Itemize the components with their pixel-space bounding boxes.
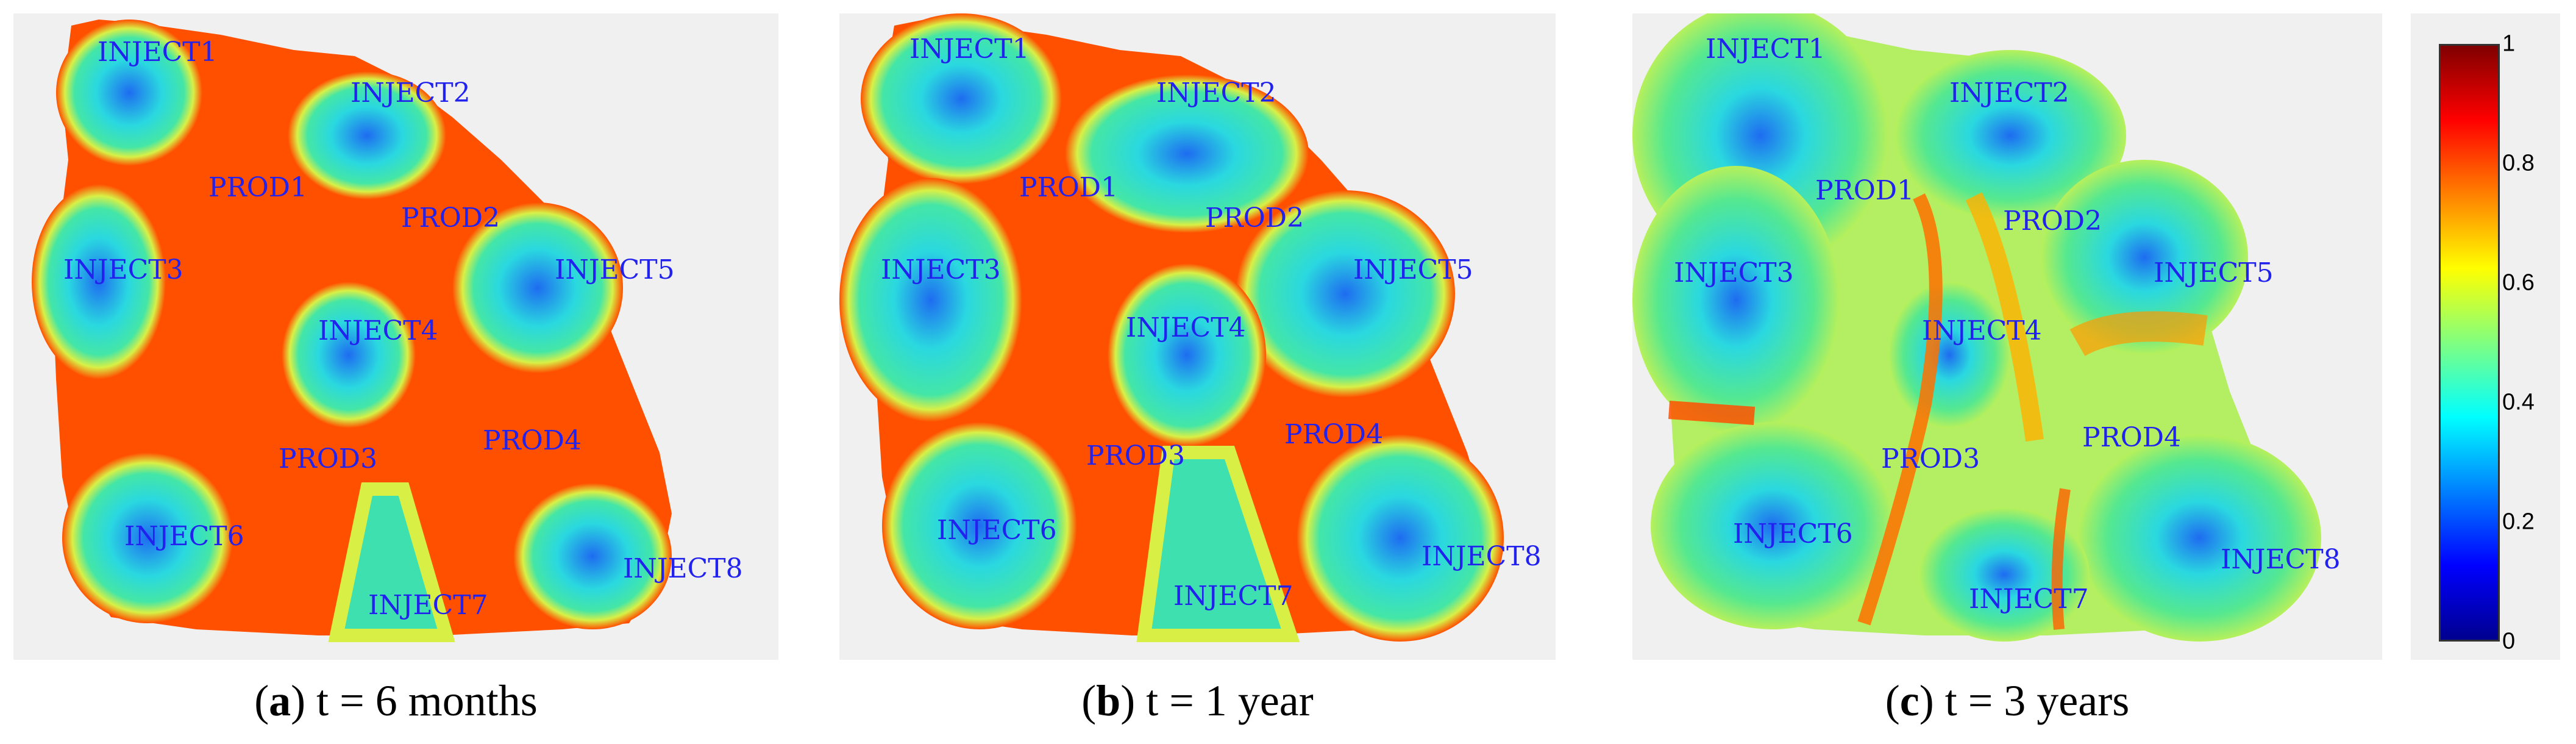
well-label: INJECT4 xyxy=(318,315,438,346)
colorbar-tick: 0.2 xyxy=(2502,509,2535,535)
well-label: PROD2 xyxy=(2003,206,2102,237)
well-label: INJECT4 xyxy=(1922,315,2042,346)
caption-c: (c) t = 3 years xyxy=(1632,676,2382,726)
caption-paren: ( xyxy=(1081,676,1097,725)
caption-b: (b) t = 1 year xyxy=(839,676,1556,726)
caption-a: (a) t = 6 months xyxy=(13,676,778,726)
well-label: INJECT3 xyxy=(63,254,183,285)
colorbar-tick: 1 xyxy=(2502,30,2516,57)
colorbar-tick: 0.4 xyxy=(2502,389,2535,415)
caption-letter: c xyxy=(1899,676,1920,725)
well-label: INJECT5 xyxy=(2154,257,2274,288)
well-label: PROD3 xyxy=(279,443,377,474)
well-label: INJECT1 xyxy=(98,37,218,68)
colorbar-tick: 0.6 xyxy=(2502,270,2535,296)
well-label: INJECT7 xyxy=(1969,584,2089,615)
caption-paren: ( xyxy=(254,676,269,725)
well-label: PROD2 xyxy=(1205,202,1304,234)
caption-letter: a xyxy=(269,676,291,725)
well-label: PROD1 xyxy=(1815,175,1914,206)
caption-paren: ( xyxy=(1885,676,1900,725)
well-label: PROD4 xyxy=(2082,422,2181,453)
well-label: INJECT8 xyxy=(2221,544,2341,575)
panel-a: INJECT1 INJECT2 PROD1 PROD2 INJECT3 INJE… xyxy=(13,13,778,660)
well-label: PROD3 xyxy=(1086,440,1185,471)
caption-text: ) t = 3 years xyxy=(1919,676,2130,725)
saturation-map-b: INJECT1 INJECT2 PROD1 PROD2 INJECT3 INJE… xyxy=(839,13,1542,642)
colorbar-tick: 0.8 xyxy=(2502,150,2535,176)
well-label: PROD4 xyxy=(1284,419,1383,450)
colorbar: 1 0.8 0.6 0.4 0.2 0 xyxy=(2411,13,2560,660)
well-label: INJECT7 xyxy=(368,590,488,621)
well-label: INJECT3 xyxy=(1674,257,1794,288)
well-label: INJECT2 xyxy=(1949,77,2069,109)
well-label: INJECT5 xyxy=(1353,254,1473,285)
caption-letter: b xyxy=(1096,676,1121,725)
well-label: INJECT8 xyxy=(1421,541,1542,572)
well-label: INJECT4 xyxy=(1126,312,1246,343)
well-label: INJECT3 xyxy=(881,254,1001,285)
saturation-map-c: INJECT1 INJECT2 PROD1 PROD2 INJECT3 INJE… xyxy=(1632,13,2341,642)
caption-text: ) t = 1 year xyxy=(1120,676,1314,725)
panel-c: INJECT1 INJECT2 PROD1 PROD2 INJECT3 INJE… xyxy=(1632,13,2382,660)
panel-b: INJECT1 INJECT2 PROD1 PROD2 INJECT3 INJE… xyxy=(839,13,1556,660)
well-label: INJECT6 xyxy=(937,515,1057,546)
well-label: INJECT6 xyxy=(124,521,244,552)
well-label: INJECT2 xyxy=(1156,77,1276,109)
well-label: INJECT8 xyxy=(623,553,743,584)
colorbar-gradient xyxy=(2439,44,2500,642)
well-label: INJECT7 xyxy=(1173,581,1293,612)
saturation-map-a: INJECT1 INJECT2 PROD1 PROD2 INJECT3 INJE… xyxy=(32,20,743,642)
well-label: INJECT2 xyxy=(350,77,471,109)
well-label: PROD1 xyxy=(208,172,307,203)
well-label: PROD1 xyxy=(1019,172,1118,203)
well-label: PROD4 xyxy=(483,425,582,456)
well-label: INJECT1 xyxy=(1706,34,1826,65)
colorbar-tick: 0 xyxy=(2502,628,2516,654)
well-label: INJECT6 xyxy=(1733,518,1853,549)
well-label: PROD2 xyxy=(401,202,500,234)
well-label: INJECT5 xyxy=(555,254,675,285)
well-label: INJECT1 xyxy=(909,34,1030,65)
caption-text: ) t = 6 months xyxy=(291,676,538,725)
well-label: PROD3 xyxy=(1881,443,1980,474)
